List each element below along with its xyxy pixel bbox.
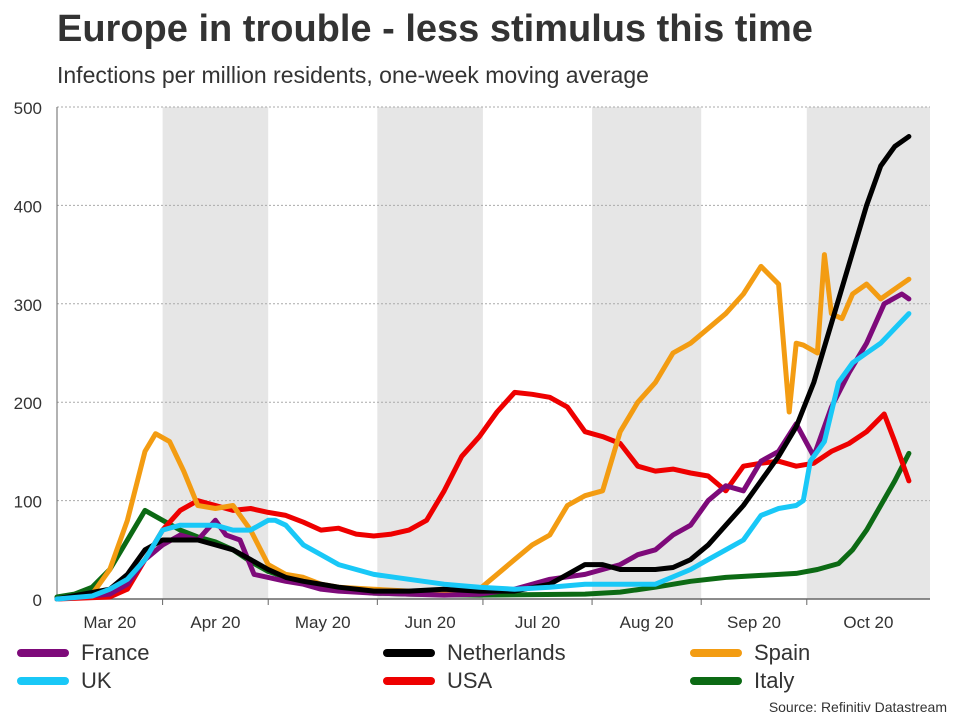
legend-label-netherlands: Netherlands <box>447 640 566 665</box>
y-tick-label-500: 500 <box>14 99 42 118</box>
month-band-3 <box>377 107 483 599</box>
month-band-1 <box>162 107 269 599</box>
legend-swatch-spain <box>690 649 742 657</box>
y-tick-label-200: 200 <box>14 394 42 413</box>
legend-swatch-uk <box>17 677 69 685</box>
source-note: Source: Refinitiv Datastream <box>768 699 947 715</box>
y-tick-label-0: 0 <box>33 591 42 610</box>
y-tick-label-100: 100 <box>14 493 42 512</box>
x-tick-label-5: Aug 20 <box>620 613 674 632</box>
series-line-uk <box>54 311 912 602</box>
series-line-netherlands <box>54 134 912 602</box>
legend-item-usa: USA <box>383 668 492 694</box>
legend-label-uk: UK <box>81 668 112 693</box>
x-tick-label-3: Jun 20 <box>405 613 456 632</box>
month-band-5 <box>592 107 702 599</box>
legend-swatch-netherlands <box>383 649 435 657</box>
legend-label-italy: Italy <box>754 668 795 693</box>
legend-swatch-usa <box>383 677 435 685</box>
legend-item-netherlands: Netherlands <box>383 640 566 666</box>
x-tick-label-6: Sep 20 <box>727 613 781 632</box>
legend-label-france: France <box>81 640 150 665</box>
legend-item-france: France <box>17 640 149 666</box>
legend-swatch-italy <box>690 677 742 685</box>
series-lines <box>54 134 912 602</box>
axes: 0 100 200 300 400 500 Mar 20 Apr 20 May 20 Jun 20… <box>14 99 930 632</box>
series-line-usa <box>54 389 912 602</box>
x-tick-label-4: Jul 20 <box>515 613 560 632</box>
y-tick-label-300: 300 <box>14 296 42 315</box>
legend-label-usa: USA <box>447 668 493 693</box>
legend-item-uk: UK <box>17 668 112 694</box>
x-tick-label-0: Mar 20 <box>83 613 136 632</box>
x-tick-label-7: Oct 20 <box>843 613 893 632</box>
chart-title: Europe in trouble - less stimulus this t… <box>57 8 813 50</box>
y-tick-label-400: 400 <box>14 197 42 216</box>
legend-swatch-france <box>17 649 69 657</box>
legend-item-spain: Spain <box>690 640 810 666</box>
x-tick-label-1: Apr 20 <box>190 613 240 632</box>
legend-label-spain: Spain <box>754 640 811 665</box>
legend-item-italy: Italy <box>690 668 794 694</box>
chart-subtitle: Infections per million residents, one-we… <box>57 62 649 88</box>
x-tick-label-2: May 20 <box>295 613 351 632</box>
series-line-spain <box>54 252 912 602</box>
